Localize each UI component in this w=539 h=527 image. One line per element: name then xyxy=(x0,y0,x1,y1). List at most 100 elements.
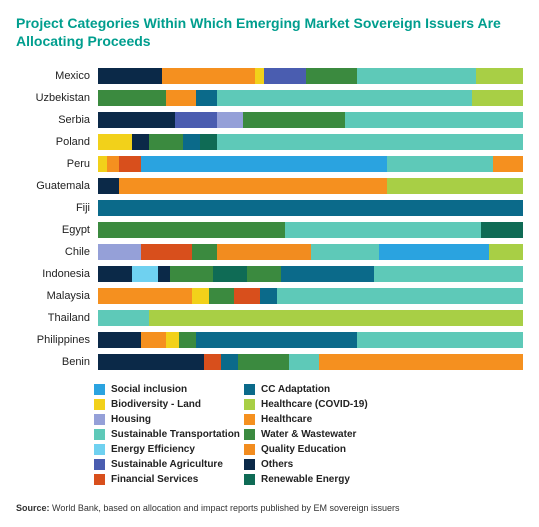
legend-swatch xyxy=(244,414,255,425)
legend-swatch xyxy=(94,444,105,455)
legend-label: Sustainable Agriculture xyxy=(111,459,223,470)
bar-segment xyxy=(345,112,524,128)
bar-segment xyxy=(247,266,281,282)
legend-item: Financial Services xyxy=(94,474,244,485)
country-label: Egypt xyxy=(20,224,98,236)
source-label: Source: xyxy=(16,503,50,513)
legend-label: Healthcare (COVID-19) xyxy=(261,399,368,410)
bar-segment xyxy=(493,156,523,172)
bar-segment xyxy=(132,134,149,150)
bar-segment xyxy=(149,310,523,326)
bar-segment xyxy=(132,266,158,282)
legend-item: Quality Education xyxy=(244,444,394,455)
bar-segment xyxy=(319,354,523,370)
chart-legend: Social inclusionCC AdaptationBiodiversit… xyxy=(94,384,523,489)
country-label: Fiji xyxy=(20,202,98,214)
legend-item: Biodiversity - Land xyxy=(94,399,244,410)
bar-segment xyxy=(277,288,524,304)
bar-segment xyxy=(166,90,196,106)
bar-segment xyxy=(175,112,218,128)
bar-segment xyxy=(217,90,472,106)
bar-segment xyxy=(192,288,209,304)
legend-label: Renewable Energy xyxy=(261,474,350,485)
bar-segment xyxy=(357,332,523,348)
chart-row: Thailand xyxy=(20,310,523,326)
bar-segment xyxy=(213,266,247,282)
bar-segment xyxy=(98,332,141,348)
bar-segment xyxy=(481,222,524,238)
country-label: Guatemala xyxy=(20,180,98,192)
bar-segment xyxy=(158,266,171,282)
legend-label: Housing xyxy=(111,414,151,425)
bar-segment xyxy=(141,156,388,172)
bar-segment xyxy=(107,156,120,172)
legend-swatch xyxy=(244,444,255,455)
bar-segment xyxy=(98,266,132,282)
bar-segment xyxy=(119,178,387,194)
chart-row: Benin xyxy=(20,354,523,370)
bar-segment xyxy=(98,134,132,150)
bar-segment xyxy=(98,200,523,216)
chart-row: Peru xyxy=(20,156,523,172)
chart-row: Indonesia xyxy=(20,266,523,282)
chart-row: Philippines xyxy=(20,332,523,348)
bar-segment xyxy=(264,68,307,84)
bar-segment xyxy=(374,266,523,282)
country-label: Uzbekistan xyxy=(20,92,98,104)
legend-swatch xyxy=(94,399,105,410)
bar-segment xyxy=(476,68,523,84)
source-text: World Bank, based on allocation and impa… xyxy=(50,503,400,513)
bar-segment xyxy=(217,112,243,128)
stacked-bar xyxy=(98,68,523,84)
bar-segment xyxy=(234,288,260,304)
legend-item: Housing xyxy=(94,414,244,425)
bar-segment xyxy=(260,288,277,304)
stacked-bar-chart: MexicoUzbekistanSerbiaPolandPeruGuatemal… xyxy=(20,68,523,370)
stacked-bar xyxy=(98,354,523,370)
bar-segment xyxy=(162,68,256,84)
legend-item: Sustainable Transportation xyxy=(94,429,244,440)
legend-label: Energy Efficiency xyxy=(111,444,195,455)
bar-segment xyxy=(357,68,476,84)
legend-label: Biodiversity - Land xyxy=(111,399,201,410)
bar-segment xyxy=(98,222,285,238)
country-label: Philippines xyxy=(20,334,98,346)
legend-swatch xyxy=(244,474,255,485)
legend-item: CC Adaptation xyxy=(244,384,394,395)
bar-segment xyxy=(196,90,217,106)
bar-segment xyxy=(141,244,192,260)
legend-swatch xyxy=(94,429,105,440)
bar-segment xyxy=(98,354,204,370)
legend-swatch xyxy=(244,384,255,395)
legend-label: Sustainable Transportation xyxy=(111,429,240,440)
stacked-bar xyxy=(98,288,523,304)
bar-segment xyxy=(179,332,196,348)
legend-item: Energy Efficiency xyxy=(94,444,244,455)
legend-item: Others xyxy=(244,459,394,470)
legend-swatch xyxy=(94,459,105,470)
legend-label: Quality Education xyxy=(261,444,346,455)
bar-segment xyxy=(200,134,217,150)
chart-row: Chile xyxy=(20,244,523,260)
bar-segment xyxy=(183,134,200,150)
legend-label: CC Adaptation xyxy=(261,384,330,395)
chart-row: Fiji xyxy=(20,200,523,216)
stacked-bar xyxy=(98,90,523,106)
chart-row: Serbia xyxy=(20,112,523,128)
bar-segment xyxy=(255,68,264,84)
bar-segment xyxy=(238,354,289,370)
bar-segment xyxy=(204,354,221,370)
legend-swatch xyxy=(244,399,255,410)
bar-segment xyxy=(141,332,167,348)
bar-segment xyxy=(98,310,149,326)
bar-segment xyxy=(98,156,107,172)
bar-segment xyxy=(472,90,523,106)
bar-segment xyxy=(166,332,179,348)
stacked-bar xyxy=(98,244,523,260)
legend-label: Healthcare xyxy=(261,414,312,425)
bar-segment xyxy=(221,354,238,370)
country-label: Indonesia xyxy=(20,268,98,280)
stacked-bar xyxy=(98,332,523,348)
bar-segment xyxy=(209,288,235,304)
country-label: Mexico xyxy=(20,70,98,82)
